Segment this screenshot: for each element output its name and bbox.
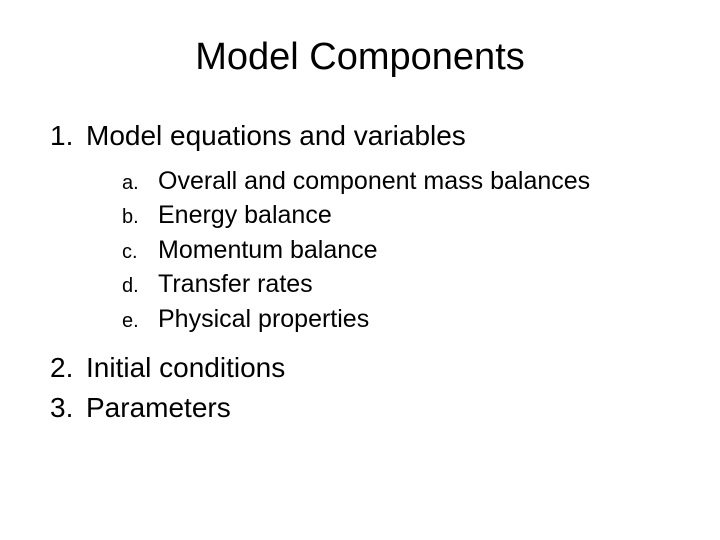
sub-item-text: Physical properties	[158, 305, 369, 333]
sub-list-item: d.Transfer rates	[122, 268, 680, 301]
item-text: Model equations and variables	[86, 120, 466, 151]
main-outline-list: 1.Model equations and variables a.Overal…	[40, 117, 680, 427]
item-letter: b.	[122, 204, 158, 230]
item-number: 3.	[50, 389, 86, 427]
sub-list-item: b.Energy balance	[122, 199, 680, 232]
sub-item-text: Energy balance	[158, 201, 332, 229]
sub-list-item: a.Overall and component mass balances	[122, 165, 680, 198]
item-letter: d.	[122, 273, 158, 299]
item-number: 2.	[50, 349, 86, 387]
sub-item-text: Transfer rates	[158, 270, 313, 298]
item-letter: e.	[122, 308, 158, 334]
item-text: Initial conditions	[86, 352, 285, 383]
sub-list-item: c.Momentum balance	[122, 234, 680, 267]
sub-list-item: e.Physical properties	[122, 303, 680, 336]
item-letter: a.	[122, 170, 158, 196]
sub-item-text: Overall and component mass balances	[158, 167, 590, 195]
item-text: Parameters	[86, 392, 231, 423]
sub-item-text: Momentum balance	[158, 236, 378, 264]
sub-outline-list: a.Overall and component mass balances b.…	[50, 165, 680, 336]
slide-title: Model Components	[40, 36, 680, 79]
item-number: 1.	[50, 117, 86, 155]
list-item: 2.Initial conditions	[50, 349, 680, 387]
list-item: 1.Model equations and variables a.Overal…	[50, 117, 680, 335]
list-item: 3.Parameters	[50, 389, 680, 427]
item-letter: c.	[122, 239, 158, 265]
